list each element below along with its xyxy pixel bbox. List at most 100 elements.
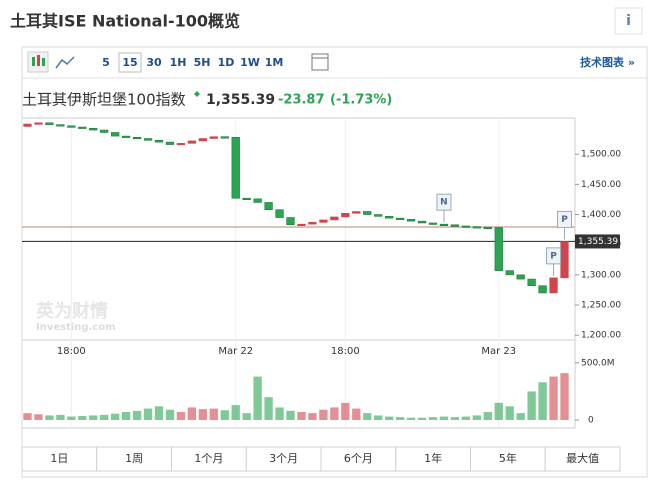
volume-bar xyxy=(516,413,525,420)
interval-button[interactable]: 1H xyxy=(170,56,187,69)
volume-bar xyxy=(494,402,503,420)
candle-body xyxy=(395,217,405,220)
quote-price: 1,355.39 xyxy=(206,92,275,108)
interval-button[interactable]: 30 xyxy=(146,56,162,69)
interval-button[interactable]: 1W xyxy=(240,56,260,69)
volume-bar xyxy=(67,416,76,420)
candle-body xyxy=(242,197,251,201)
annotation-flag[interactable] xyxy=(557,210,573,228)
quote-change: -23.87 xyxy=(278,93,325,108)
candle-body xyxy=(308,222,317,225)
candle-icon[interactable] xyxy=(27,51,49,73)
x-tick-label: 18:00 xyxy=(331,346,360,357)
interval-button[interactable]: 1M xyxy=(265,56,284,69)
range-label[interactable]: 最大值 xyxy=(566,451,599,465)
volume-bar xyxy=(34,414,43,420)
y-tick-label: 1,400.00 xyxy=(581,210,621,220)
volume-bar xyxy=(527,391,536,420)
y-tick-label: 1,450.00 xyxy=(581,180,621,190)
interval-selected[interactable] xyxy=(118,52,142,73)
annotation-flag[interactable] xyxy=(546,247,562,265)
range-tab[interactable] xyxy=(470,446,546,472)
page-title: 土耳其ISE National-100概览 xyxy=(10,12,240,31)
range-label[interactable]: 1年 xyxy=(424,451,442,465)
line-icon[interactable] xyxy=(55,56,75,69)
range-label[interactable]: 1周 xyxy=(125,452,143,465)
range-tab[interactable] xyxy=(544,446,621,472)
volume-bar xyxy=(198,409,208,420)
volume-bar xyxy=(121,412,131,420)
last-price-label: 1,355.39 xyxy=(578,237,618,247)
candle-body xyxy=(100,129,109,133)
candle-body xyxy=(34,122,43,125)
candle-body xyxy=(319,219,328,223)
volume-bar xyxy=(154,406,164,420)
candle-body xyxy=(275,209,284,218)
annotation-label[interactable]: P xyxy=(550,251,557,261)
info-button[interactable] xyxy=(614,7,643,35)
candle-body xyxy=(253,198,262,203)
volume-bar xyxy=(352,408,361,420)
candle-body xyxy=(143,138,153,141)
candle-body xyxy=(89,127,98,131)
annotation-label[interactable]: N xyxy=(440,198,448,208)
info-icon[interactable]: i xyxy=(626,13,631,29)
x-tick-label: Mar 22 xyxy=(218,346,253,357)
y-tick-label: 1,300.00 xyxy=(581,270,621,280)
candle-body xyxy=(385,216,394,219)
candle-body xyxy=(67,125,76,128)
annotation-label[interactable]: P xyxy=(561,215,568,225)
range-tab[interactable] xyxy=(96,446,172,472)
volume-bar xyxy=(308,413,317,420)
volume-bar xyxy=(549,376,558,420)
volume-bar xyxy=(56,414,65,420)
technical-link[interactable]: 技术图表 » xyxy=(580,55,635,69)
interval-button[interactable]: 5H xyxy=(194,56,211,69)
candle-body xyxy=(121,135,131,138)
volume-bar xyxy=(483,412,492,420)
annotation-flag[interactable] xyxy=(436,193,452,211)
range-tab[interactable] xyxy=(320,446,397,472)
volume-bar xyxy=(297,412,306,420)
interval-button[interactable]: 15 xyxy=(122,56,137,69)
layout-icon[interactable] xyxy=(311,53,329,71)
volume-bar xyxy=(505,406,514,420)
candle-body xyxy=(461,225,471,228)
volume-bar xyxy=(100,414,109,420)
interval-button[interactable]: 5 xyxy=(102,56,110,69)
volume-bar xyxy=(472,415,482,420)
quote-change-percent: (-1.73%) xyxy=(330,93,392,108)
volume-bar xyxy=(406,417,416,420)
range-label[interactable]: 5年 xyxy=(499,451,517,465)
x-tick-label: 18:00 xyxy=(57,346,86,357)
range-tab[interactable] xyxy=(395,446,471,472)
candle-body xyxy=(527,278,536,287)
candle-body xyxy=(516,274,525,280)
candle-body xyxy=(209,136,218,139)
quote-name: 土耳其伊斯坦堡100指数 xyxy=(22,91,186,109)
candle-body xyxy=(549,277,558,294)
volume-bar xyxy=(538,382,547,420)
volume-bar xyxy=(110,413,120,420)
candle-body xyxy=(417,220,427,224)
volume-bar xyxy=(461,416,471,420)
volume-bar xyxy=(439,416,449,420)
range-tab[interactable] xyxy=(171,446,247,472)
candle-body xyxy=(45,122,54,125)
range-label[interactable]: 1个月 xyxy=(194,452,223,465)
volume-bar xyxy=(330,407,339,420)
range-tab[interactable] xyxy=(245,446,322,472)
watermark-site: Investing.com xyxy=(36,322,116,333)
volume-bar xyxy=(89,415,98,420)
volume-tick-label: 500.0M xyxy=(581,358,615,368)
interval-button[interactable]: 1D xyxy=(218,56,235,69)
range-label[interactable]: 6个月 xyxy=(344,452,373,465)
volume-bar xyxy=(209,408,218,420)
range-label[interactable]: 1日 xyxy=(50,452,68,465)
candle-body xyxy=(406,219,416,222)
volume-bar xyxy=(143,408,153,420)
volume-bar xyxy=(275,407,284,420)
last-price-box xyxy=(575,234,620,249)
range-label[interactable]: 3个月 xyxy=(269,452,298,465)
